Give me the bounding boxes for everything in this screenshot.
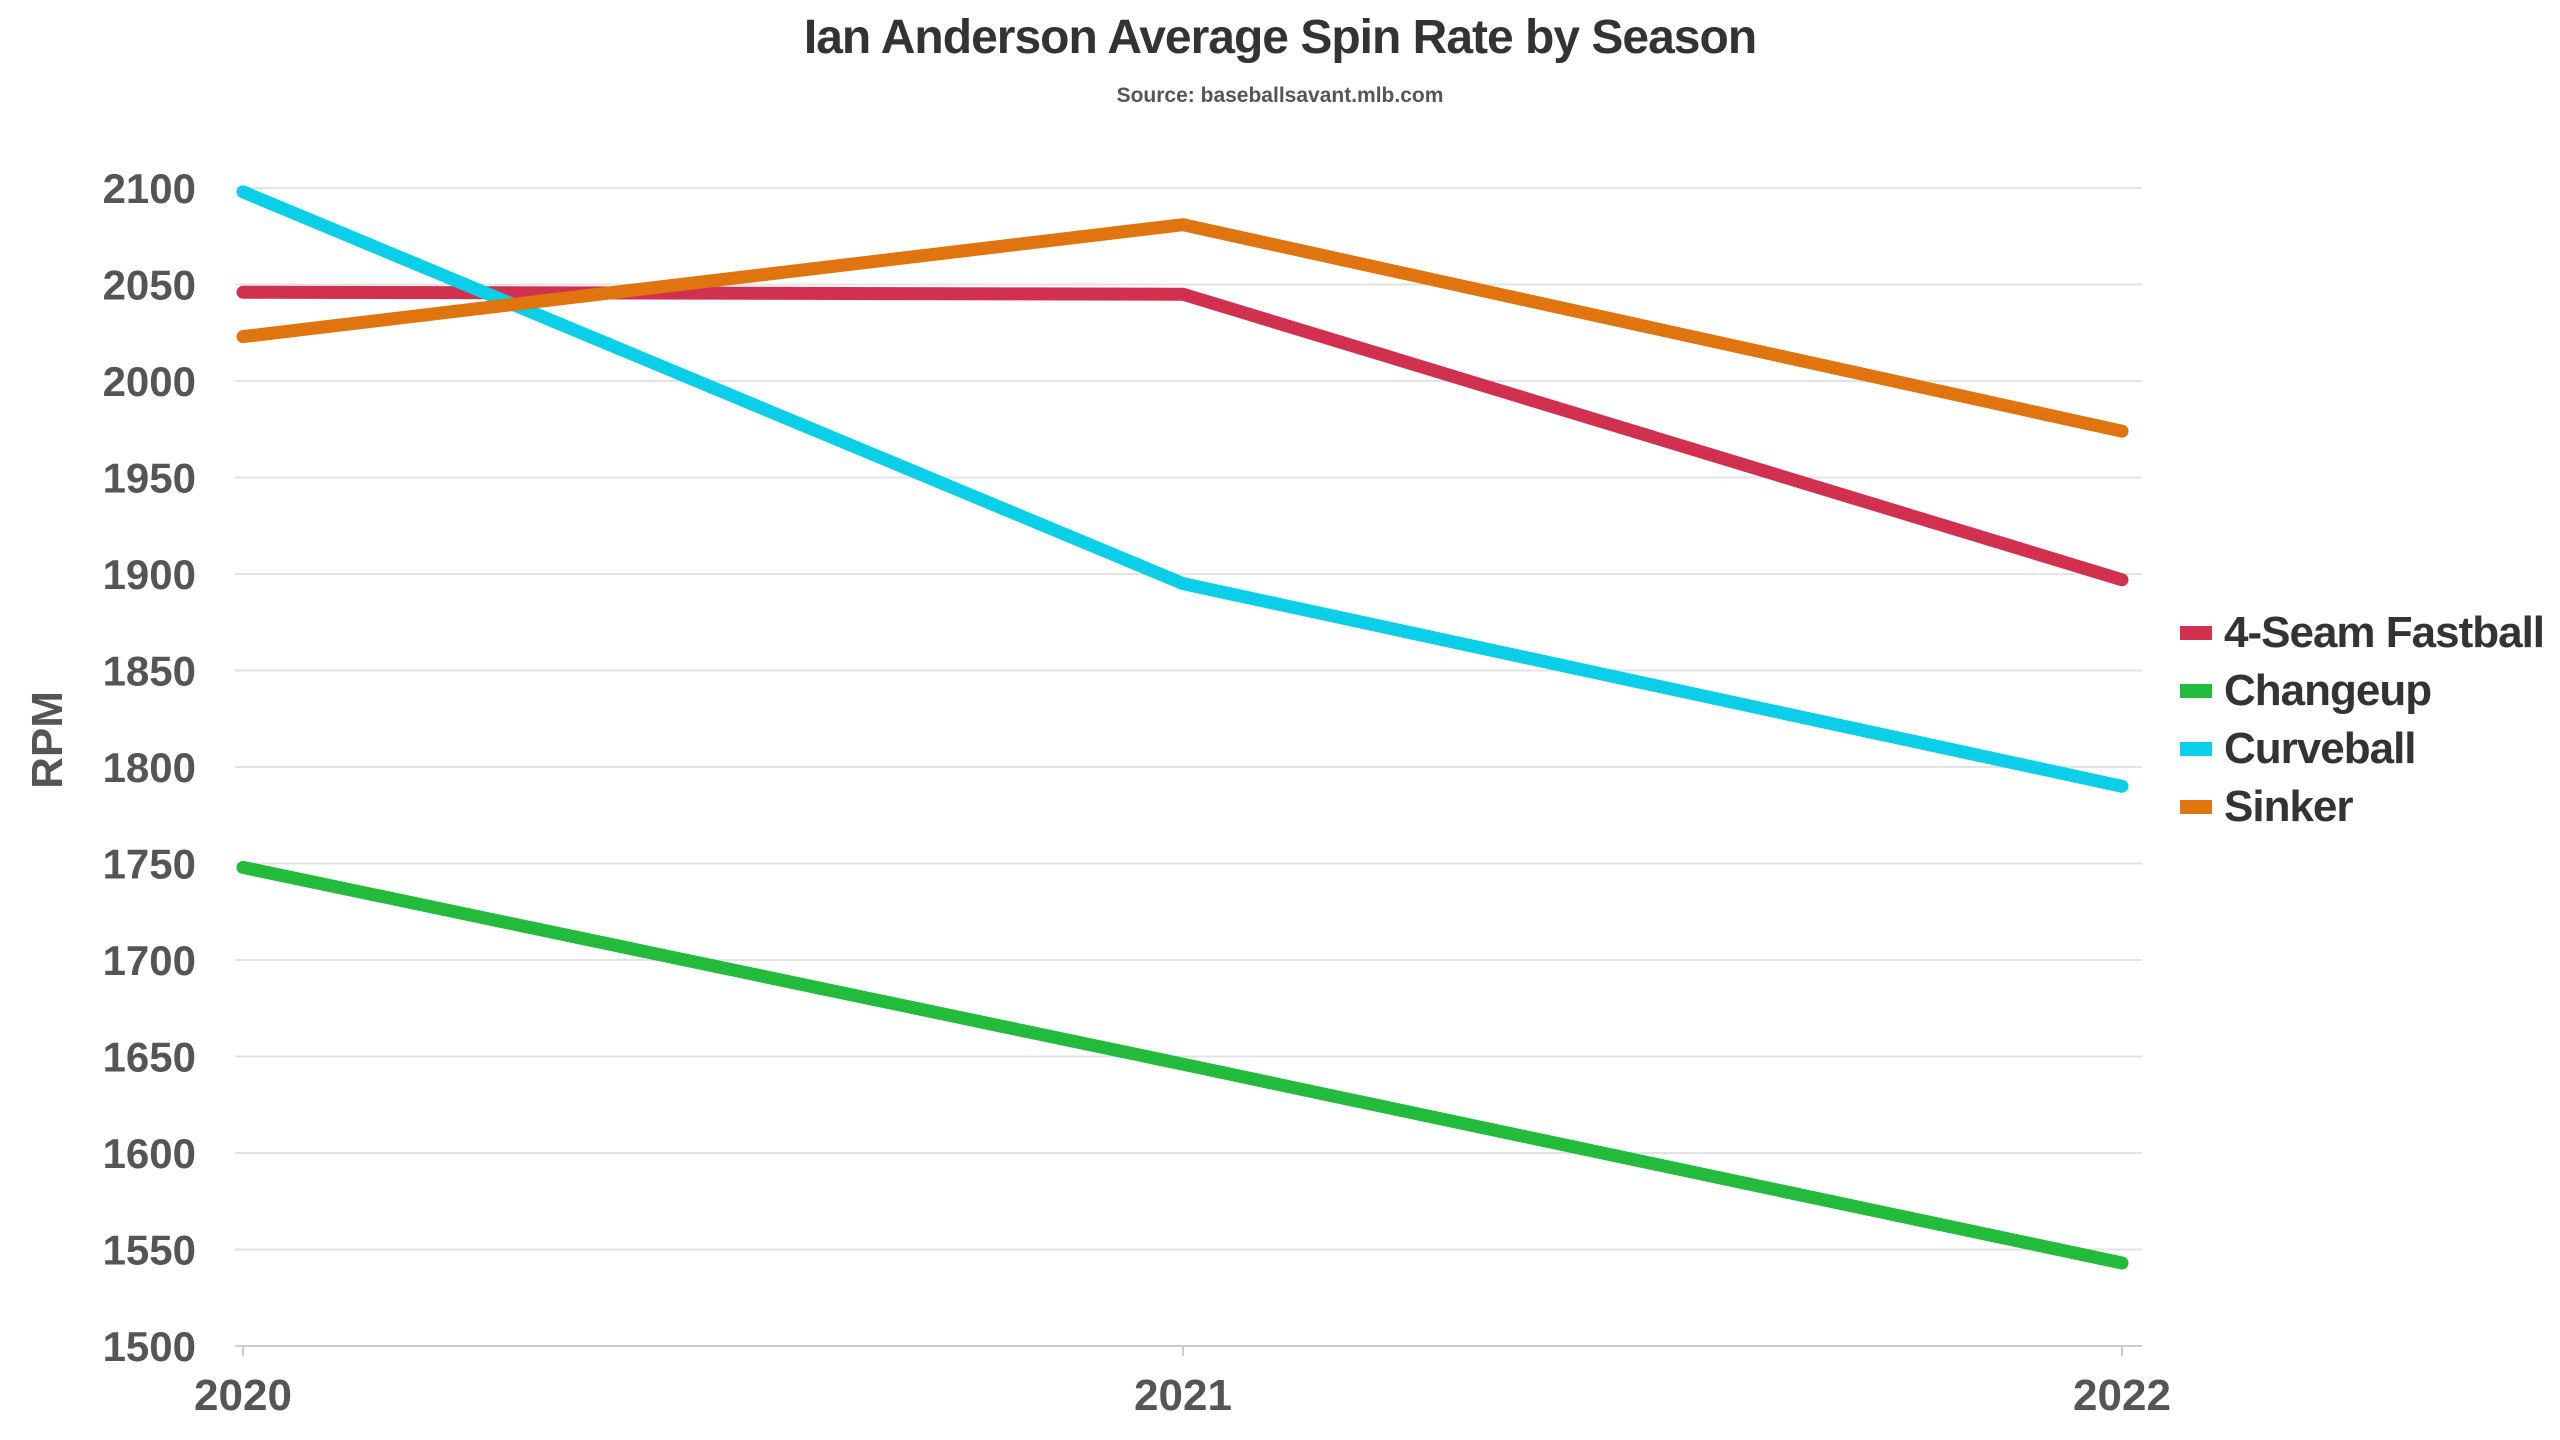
y-tick-label: 1500: [103, 1323, 196, 1370]
legend-item: Curveball: [2180, 720, 2544, 778]
x-tick-label: 2021: [1134, 1371, 1232, 1420]
series-line-curveball: [236, 185, 2129, 793]
legend-label: Changeup: [2224, 666, 2432, 715]
y-tick-label: 1600: [103, 1130, 196, 1177]
series-line-changeup: [236, 860, 2129, 1270]
chart-subtitle: Source: baseballsavant.mlb.com: [1116, 84, 1444, 107]
legend-item: Sinker: [2180, 778, 2544, 836]
legend-swatch: [2180, 742, 2212, 756]
gridlines: [235, 187, 2142, 1251]
y-tick-label: 1550: [103, 1227, 196, 1274]
y-tick-label: 1800: [103, 744, 196, 791]
y-tick-label: 1700: [103, 937, 196, 984]
legend-item: 4-Seam Fastball: [2180, 604, 2545, 662]
legend-swatch: [2180, 684, 2212, 698]
legend-item: Changeup: [2180, 662, 2544, 720]
series-line-sinker: [236, 218, 2129, 438]
y-tick-label: 1650: [103, 1034, 196, 1081]
legend-swatch: [2180, 800, 2212, 814]
legend-swatch: [2180, 626, 2212, 640]
legend: 4-Seam Fastball Changeup Curveball Sinker: [2180, 604, 2545, 836]
chart-title: Ian Anderson Average Spin Rate by Season: [803, 11, 1757, 64]
y-tick-label: 2050: [103, 262, 196, 309]
y-tick-label: 1900: [103, 551, 196, 598]
legend-label: 4-Seam Fastball: [2224, 608, 2545, 657]
legend-label: Curveball: [2224, 724, 2417, 773]
y-tick-label: 1950: [103, 455, 196, 502]
x-tick-label: 2020: [194, 1371, 292, 1420]
axes: 1500 1550 1600 1650 1700 1750 1800 1850 1900 1950…: [103, 165, 2171, 1420]
y-axis-label: RPM: [23, 691, 72, 789]
y-tick-label: 1750: [103, 841, 196, 888]
y-tick-label: 1850: [103, 648, 196, 695]
series-line-4-seam-fastball: [236, 285, 2129, 587]
series-lines: [236, 185, 2129, 1270]
legend-label: Sinker: [2224, 782, 2354, 831]
y-tick-label: 2000: [103, 358, 196, 405]
y-tick-label: 2100: [103, 165, 196, 212]
x-tick-label: 2022: [2073, 1371, 2171, 1420]
